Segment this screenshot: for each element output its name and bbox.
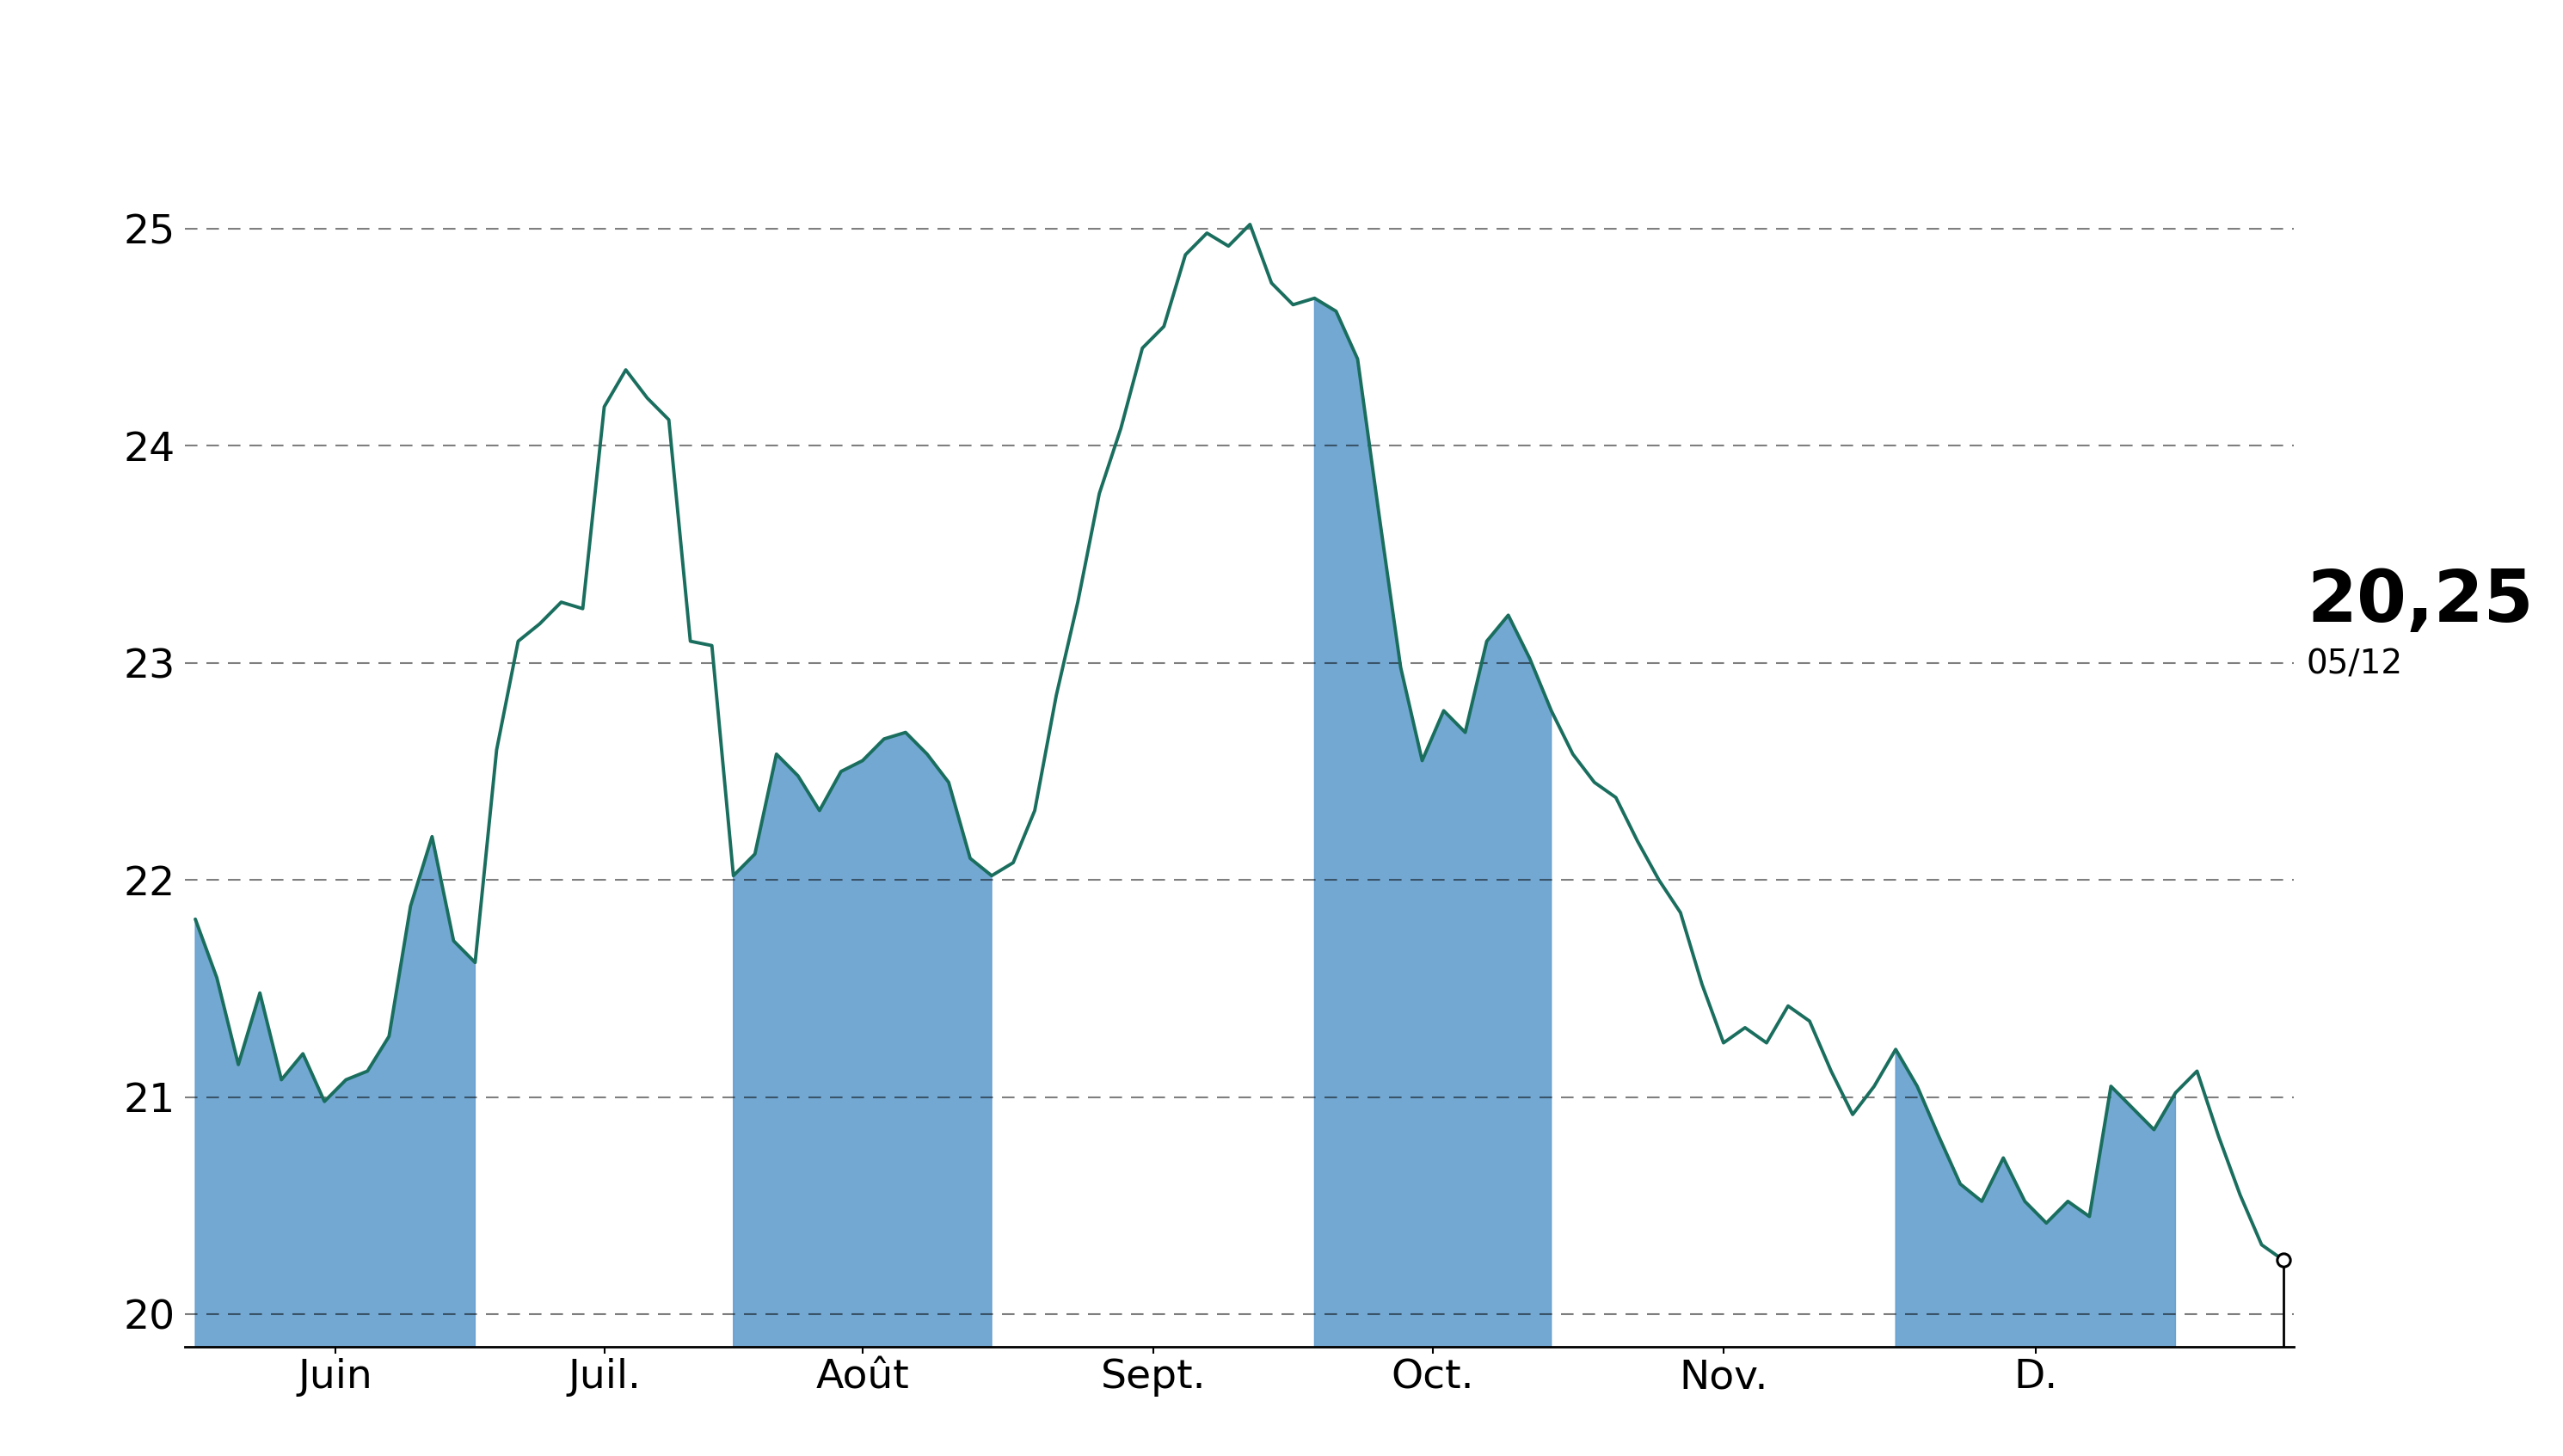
Polygon shape (1315, 298, 1551, 1347)
Polygon shape (1897, 1050, 2176, 1347)
Polygon shape (195, 837, 474, 1347)
Text: 05/12: 05/12 (2307, 648, 2404, 681)
Polygon shape (733, 732, 992, 1347)
Text: TIKEHAU CAPITAL: TIKEHAU CAPITAL (810, 13, 1753, 106)
Text: 20,25: 20,25 (2307, 566, 2532, 636)
